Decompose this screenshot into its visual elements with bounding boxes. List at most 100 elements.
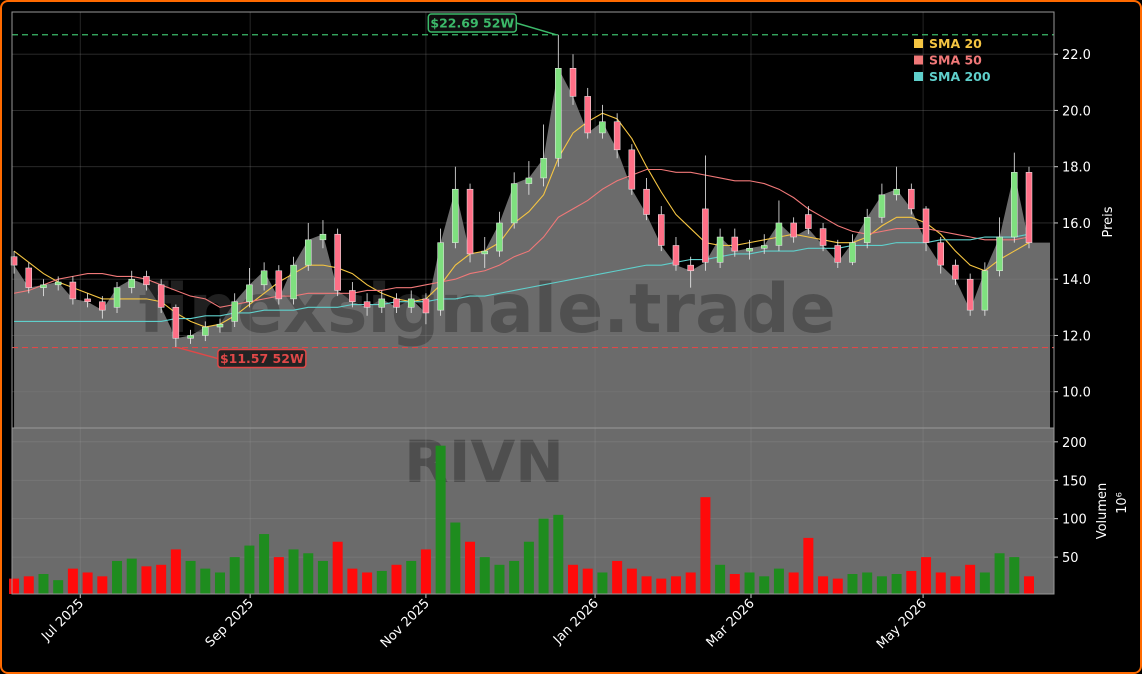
- volume-bar: [670, 576, 681, 594]
- y-tick-label: 150: [1062, 474, 1087, 489]
- volume-bar: [626, 568, 637, 594]
- volume-bar: [965, 564, 976, 594]
- candle-body: [40, 284, 47, 288]
- volume-bar: [82, 572, 93, 594]
- candle-body: [25, 267, 33, 288]
- candle-body: [922, 208, 930, 243]
- candle-body: [466, 188, 474, 255]
- candle-body: [878, 194, 886, 218]
- candle-body: [363, 301, 371, 308]
- volume-bar: [9, 578, 20, 594]
- volume-bar: [832, 578, 843, 594]
- candle-body: [613, 121, 621, 151]
- candle-body: [319, 233, 327, 241]
- volume-bar: [921, 557, 932, 594]
- volume-bar: [244, 545, 255, 594]
- candle-body: [246, 284, 253, 302]
- legend-swatch: [914, 55, 923, 65]
- x-tick-label: Jul 2025: [38, 596, 87, 645]
- volume-bar: [523, 541, 534, 594]
- candle-body: [349, 290, 356, 302]
- volume-bar: [332, 541, 343, 594]
- y-tick-label: 10.0: [1062, 386, 1091, 401]
- candle-body: [702, 208, 709, 263]
- volume-bar: [200, 568, 211, 594]
- candle-body: [378, 298, 386, 308]
- volume-bar: [273, 557, 284, 594]
- candle-body: [1011, 172, 1018, 238]
- candle-body: [481, 250, 489, 255]
- watermark: RIVN: [404, 428, 564, 496]
- volume-bar: [729, 574, 740, 594]
- candle-body: [672, 245, 680, 266]
- volume-bar: [347, 568, 358, 594]
- annotation-arrow: [177, 346, 219, 360]
- candle-body: [496, 222, 503, 252]
- y-tick-label: 22.0: [1062, 48, 1091, 63]
- legend-swatch: [914, 72, 923, 81]
- volume-bar: [112, 560, 123, 594]
- y-tick-label: 12.0: [1062, 329, 1091, 344]
- volume-bar: [23, 576, 34, 594]
- volume-bar: [847, 574, 858, 594]
- candle-body: [834, 245, 842, 263]
- x-tick-label: Jan 2026: [550, 596, 602, 648]
- volume-bar: [994, 553, 1005, 594]
- candle-body: [908, 188, 915, 210]
- candle-body: [966, 278, 974, 311]
- volume-bar: [715, 564, 726, 594]
- candle-body: [1025, 172, 1033, 243]
- candle-body: [687, 264, 694, 272]
- candle-body: [819, 228, 827, 246]
- candle-body: [437, 242, 444, 311]
- volume-bar: [906, 570, 917, 594]
- candle-body: [393, 298, 400, 308]
- volume-bar: [141, 566, 152, 594]
- candle-body: [187, 335, 194, 339]
- volume-bar: [803, 537, 814, 594]
- volume-bar: [876, 576, 887, 594]
- volume-bar: [67, 568, 78, 594]
- watermark: finexsignale.trade: [138, 270, 836, 349]
- y-axis-label: Volumen: [1095, 483, 1110, 540]
- candle-body: [143, 276, 150, 286]
- candle-body: [452, 188, 459, 243]
- candle-body: [113, 287, 121, 308]
- candle-body: [99, 301, 106, 311]
- candle-body: [643, 188, 650, 215]
- y-tick-label: 200: [1062, 436, 1087, 451]
- sma-line: [14, 233, 1030, 322]
- candle-body: [952, 264, 959, 280]
- candle-body: [863, 217, 871, 243]
- x-tick-label: May 2026: [874, 596, 930, 652]
- volume-bar: [818, 576, 829, 594]
- volume-bar: [656, 578, 667, 594]
- candle-body: [760, 245, 768, 249]
- volume-bar: [170, 549, 181, 594]
- volume-bar: [597, 572, 608, 594]
- legend-label: SMA 200: [929, 69, 991, 84]
- candle-body: [260, 270, 268, 286]
- candle-body: [981, 270, 989, 311]
- candle-body: [157, 284, 165, 308]
- volume-bar: [700, 497, 711, 594]
- volume-bar: [1009, 557, 1020, 594]
- y-tick-label: 18.0: [1062, 161, 1091, 176]
- y-tick-label: 14.0: [1062, 273, 1091, 288]
- volume-bar: [420, 549, 431, 594]
- candle-body: [805, 214, 812, 229]
- sma-line: [13, 112, 1030, 328]
- volume-bar: [759, 576, 770, 594]
- volume-bar: [935, 572, 946, 594]
- volume-bar: [950, 576, 961, 594]
- volume-bar: [788, 572, 799, 594]
- volume-bar: [317, 560, 328, 594]
- volume-bar: [979, 572, 990, 594]
- legend-swatch: [914, 39, 923, 48]
- candle-body: [54, 281, 62, 286]
- candle-body: [996, 236, 1003, 272]
- y-axis-label: Preis: [1101, 206, 1116, 237]
- candle-body: [128, 278, 135, 288]
- volume-bar: [773, 568, 784, 594]
